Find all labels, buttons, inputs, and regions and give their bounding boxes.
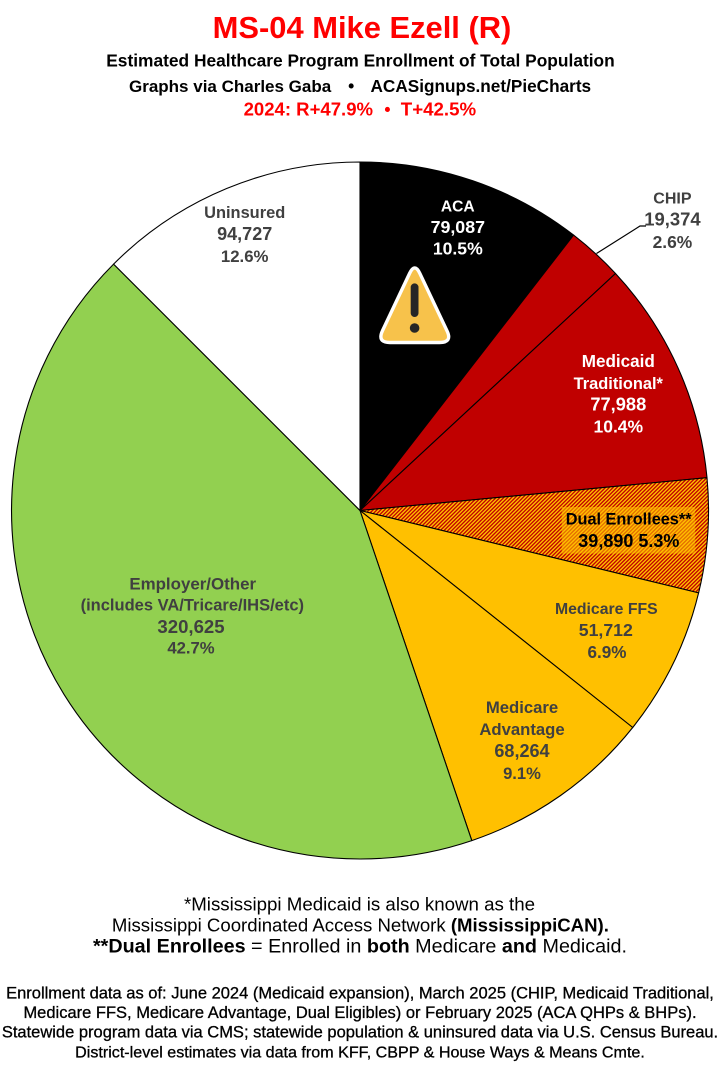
svg-text:*Mississippi Medicaid is also: *Mississippi Medicaid is also known as t…	[184, 894, 535, 915]
svg-text:Advantage: Advantage	[479, 720, 564, 739]
svg-text:Medicare FFS, Medicare Advanta: Medicare FFS, Medicare Advantage, Dual E…	[23, 1004, 696, 1022]
svg-text:2.6%: 2.6%	[653, 232, 693, 252]
svg-text:12.6%: 12.6%	[221, 247, 269, 266]
svg-text:•: •	[348, 76, 354, 96]
svg-text:2024: R+47.9%: 2024: R+47.9%	[244, 99, 373, 120]
svg-text:T+42.5%: T+42.5%	[401, 99, 477, 120]
svg-text:Medicare FFS: Medicare FFS	[555, 601, 658, 618]
svg-text:ACA: ACA	[441, 198, 475, 215]
svg-text:Statewide program data via CMS: Statewide program data via CMS; statewid…	[2, 1024, 718, 1042]
svg-text:**Dual Enrollees = Enrolled in: **Dual Enrollees = Enrolled in both Medi…	[93, 936, 627, 958]
svg-text:94,727: 94,727	[217, 224, 272, 244]
svg-text:ACASignups.net/PieCharts: ACASignups.net/PieCharts	[371, 76, 592, 96]
svg-text:Graphs via Charles Gaba: Graphs via Charles Gaba	[129, 77, 332, 96]
svg-text:77,988: 77,988	[590, 394, 646, 415]
svg-text:CHIP: CHIP	[653, 191, 692, 208]
svg-text:79,087: 79,087	[431, 217, 485, 237]
svg-text:Dual Enrollees**: Dual Enrollees**	[566, 511, 692, 529]
svg-text:Enrollment data as of: June 20: Enrollment data as of: June 2024 (Medica…	[6, 985, 714, 1003]
svg-text:320,625: 320,625	[157, 616, 224, 637]
svg-text:Traditional*: Traditional*	[574, 375, 664, 393]
svg-text:10.4%: 10.4%	[593, 416, 643, 436]
svg-text:•: •	[384, 100, 390, 120]
svg-text:Medicaid: Medicaid	[582, 352, 655, 371]
svg-text:Estimated Healthcare Program E: Estimated Healthcare Program Enrollment …	[106, 51, 615, 71]
svg-text:42.7%: 42.7%	[167, 639, 214, 658]
svg-text:MS-04 Mike Ezell (R): MS-04 Mike Ezell (R)	[213, 10, 512, 45]
svg-text:Mississippi Coordinated Access: Mississippi Coordinated Access Network (…	[112, 915, 609, 936]
svg-text:68,264: 68,264	[494, 741, 549, 761]
svg-text:(includes VA/Tricare/IHS/etc): (includes VA/Tricare/IHS/etc)	[81, 597, 304, 615]
svg-text:Employer/Other: Employer/Other	[129, 575, 256, 594]
svg-text:39,890 5.3%: 39,890 5.3%	[578, 531, 679, 551]
svg-text:10.5%: 10.5%	[433, 238, 483, 258]
svg-text:Medicare: Medicare	[486, 698, 558, 717]
svg-text:6.9%: 6.9%	[588, 643, 627, 662]
svg-text:51,712: 51,712	[579, 620, 633, 640]
svg-text:Uninsured: Uninsured	[204, 204, 285, 222]
svg-text:District-level estimates via d: District-level estimates via data from K…	[75, 1044, 645, 1062]
svg-text:9.1%: 9.1%	[503, 764, 541, 783]
svg-text:19,374: 19,374	[644, 208, 701, 229]
